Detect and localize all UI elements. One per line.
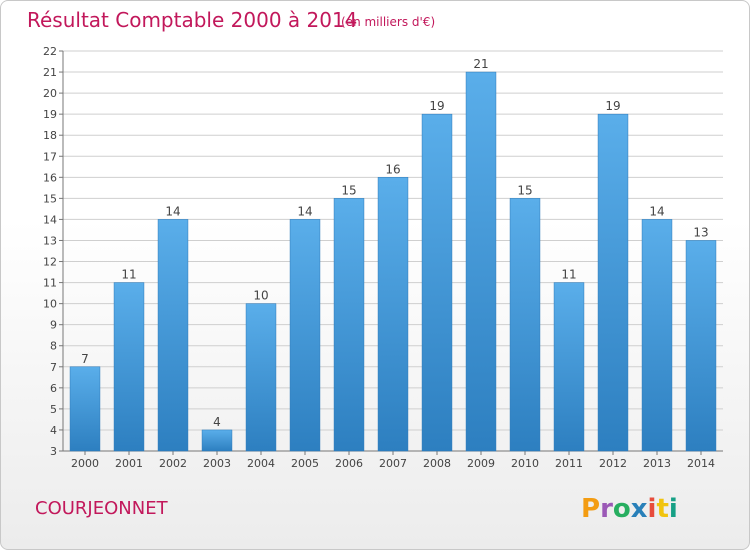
data-label-2008: 19 (429, 99, 444, 113)
proxiti-logo: Proxiti (581, 494, 678, 524)
x-tick-label: 2006 (335, 457, 363, 470)
brand-letter: o (613, 494, 631, 524)
x-tick-label: 2012 (599, 457, 627, 470)
data-label-2014: 13 (693, 225, 708, 239)
y-tick-label: 10 (43, 298, 57, 311)
chart-title: Résultat Comptable 2000 à 2014 (27, 8, 357, 32)
y-tick-label: 13 (43, 234, 57, 247)
x-tick-label: 2007 (379, 457, 407, 470)
y-tick-label: 9 (50, 319, 57, 332)
y-tick-label: 5 (50, 403, 57, 416)
data-label-2009: 21 (473, 57, 488, 71)
bar-2005 (289, 219, 321, 452)
y-tick-label: 11 (43, 277, 57, 290)
x-tick-label: 2005 (291, 457, 319, 470)
data-label-2003: 4 (213, 415, 221, 429)
x-tick-label: 2004 (247, 457, 275, 470)
brand-letter: x (631, 494, 648, 524)
data-label-2006: 15 (341, 183, 356, 197)
x-tick-label: 2009 (467, 457, 495, 470)
x-tick-label: 2013 (643, 457, 671, 470)
bar-2004 (245, 303, 277, 452)
bar-2010 (509, 198, 541, 452)
axis-layer: 3 4 5 6 7 8 9 10 11 12 13 14 15 16 17 18 19 20 21 22 2000 200… (43, 45, 723, 470)
data-label-2000: 7 (81, 352, 89, 366)
x-tick-label: 2011 (555, 457, 583, 470)
data-label-2002: 14 (165, 204, 180, 218)
data-label-2010: 15 (517, 183, 532, 197)
data-label-2004: 10 (253, 289, 268, 303)
chart-subtitle: (en milliers d'€) (341, 15, 435, 29)
brand-letter: t (656, 494, 668, 524)
brand-letter: P (581, 494, 600, 524)
y-tick-label: 19 (43, 108, 57, 121)
bar-2012 (597, 113, 629, 452)
x-tick-label: 2014 (687, 457, 715, 470)
bar-2006 (333, 198, 365, 452)
y-tick-label: 7 (50, 361, 57, 374)
place-name: COURJEONNET (35, 498, 169, 519)
data-label-2013: 14 (649, 204, 664, 218)
bar-layer (69, 71, 717, 452)
x-tick-label: 2008 (423, 457, 451, 470)
data-label-2007: 16 (385, 162, 400, 176)
bar-2011 (553, 282, 585, 452)
x-tick-label: 2010 (511, 457, 539, 470)
y-tick-label: 4 (50, 424, 57, 437)
x-tick-label: 2003 (203, 457, 231, 470)
bar-2009 (465, 71, 497, 452)
brand-letter: i (669, 494, 678, 524)
y-tick-label: 21 (43, 66, 57, 79)
bar-2013 (641, 219, 673, 452)
y-tick-label: 18 (43, 129, 57, 142)
y-tick-label: 3 (50, 445, 57, 458)
bar-2007 (377, 177, 409, 452)
y-tick-label: 6 (50, 382, 57, 395)
y-tick-label: 17 (43, 150, 57, 163)
label-layer: 7 11 14 4 10 14 15 16 19 21 15 11 19 14 13 (81, 57, 708, 429)
x-tick-label: 2002 (159, 457, 187, 470)
bar-2003 (201, 429, 233, 452)
bar-2008 (421, 113, 453, 452)
data-label-2011: 11 (561, 268, 576, 282)
x-tick-label: 2001 (115, 457, 143, 470)
bar-2002 (157, 219, 189, 452)
bar-2000 (69, 366, 101, 452)
data-label-2001: 11 (121, 268, 136, 282)
bar-2014 (685, 240, 717, 452)
brand-letter: r (600, 494, 613, 524)
y-tick-label: 16 (43, 171, 57, 184)
y-tick-label: 22 (43, 45, 57, 58)
y-tick-label: 12 (43, 256, 57, 269)
y-tick-label: 8 (50, 340, 57, 353)
data-label-2012: 19 (605, 99, 620, 113)
data-label-2005: 14 (297, 204, 312, 218)
y-tick-label: 14 (43, 213, 57, 226)
y-tick-label: 15 (43, 192, 57, 205)
brand-letter: i (648, 494, 657, 524)
x-tick-label: 2000 (71, 457, 99, 470)
y-tick-label: 20 (43, 87, 57, 100)
bar-2001 (113, 282, 145, 452)
